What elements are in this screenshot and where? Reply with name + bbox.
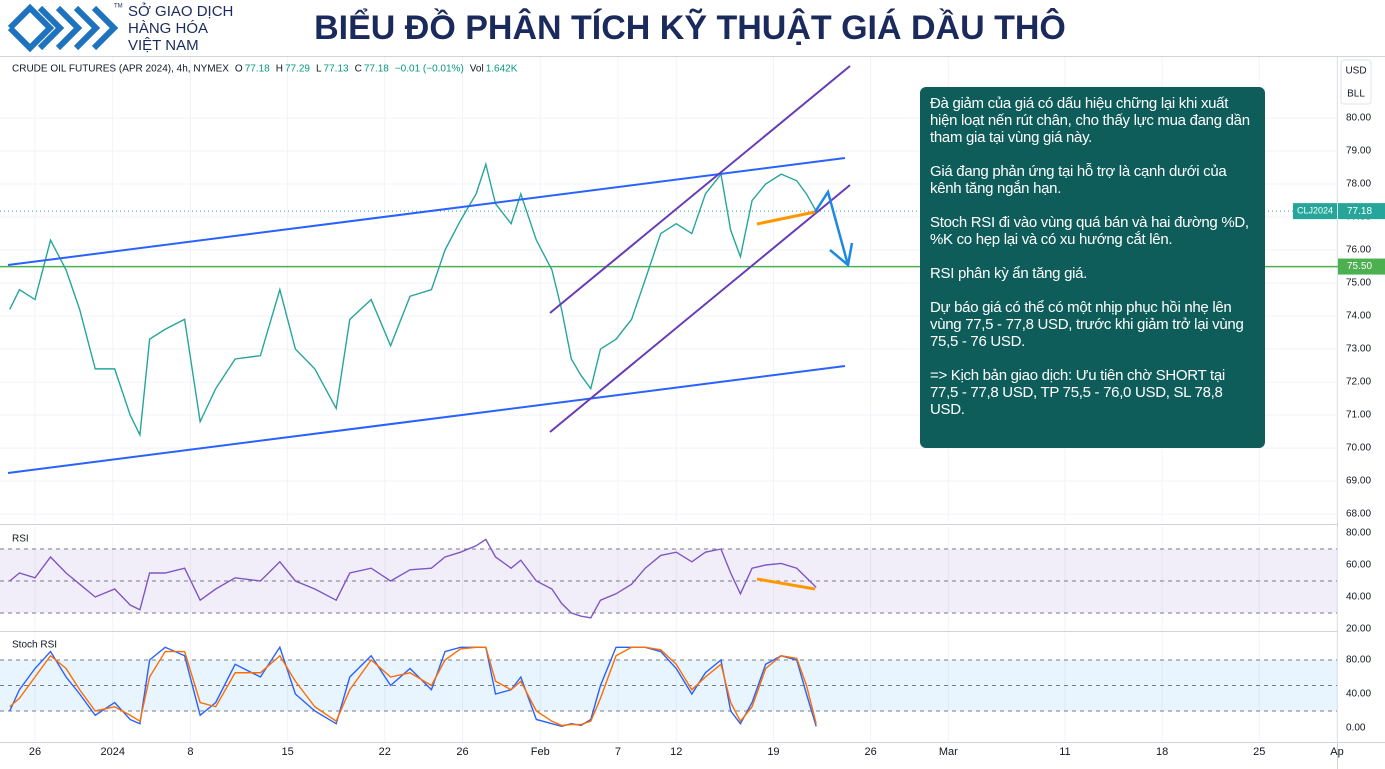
x-tick-label: 19	[767, 746, 779, 758]
x-tick-label: Ap	[1330, 746, 1343, 758]
x-tick-label: 26	[456, 746, 468, 758]
y-tick-label: 40.00	[1346, 592, 1371, 603]
x-tick-label: 25	[1253, 746, 1265, 758]
note-paragraph: Đà giảm của giá có dấu hiệu chững lại kh…	[930, 95, 1250, 146]
trademark: TM	[114, 4, 123, 10]
y-tick-label: 20.00	[1346, 624, 1371, 635]
logo-text: VIỆT NAM	[128, 37, 199, 54]
quote-value: 77.13	[324, 64, 349, 75]
logo-text: HÀNG HÓA	[128, 20, 208, 37]
unit: BLL	[1347, 89, 1365, 100]
quote-name: O	[235, 64, 243, 75]
logo-text: SỞ GIAO DỊCH	[128, 2, 233, 20]
volume-value: 1.642K	[486, 64, 518, 75]
y-tick-label: 0.00	[1346, 723, 1366, 734]
quote-name: L	[316, 64, 322, 75]
x-tick-label: 11	[1059, 746, 1070, 758]
y-tick-label: 74.00	[1346, 311, 1371, 322]
symbol-tag	[1293, 203, 1337, 220]
note-paragraph: Dự báo giá có thể có một nhịp phục hồi n…	[930, 299, 1244, 350]
y-tick-label: 80.00	[1346, 113, 1371, 124]
y-tick-label: 76.00	[1346, 245, 1371, 256]
quote-value: 77.18	[364, 64, 389, 75]
note-paragraph: Giá đang phản ứng tại hỗ trợ là cạnh dướ…	[930, 163, 1227, 197]
pane-title: Stoch RSI	[12, 640, 57, 651]
y-tick-label: 60.00	[1346, 560, 1371, 571]
quote-name: H	[276, 64, 283, 75]
currency-box	[1340, 59, 1372, 105]
symbol-tag-label: CLJ2024	[1297, 205, 1333, 215]
y-tick-label: 68.00	[1346, 509, 1371, 520]
y-tick-label: 73.00	[1346, 344, 1371, 355]
analysis-note: Đà giảm của giá có dấu hiệu chững lại kh…	[920, 87, 1265, 448]
price-tag-label: 77.18	[1347, 206, 1372, 217]
trend-drawings	[7, 65, 854, 591]
y-tick-label: 79.00	[1346, 146, 1371, 157]
pane-title: RSI	[12, 534, 29, 545]
quote-change: −0.01 (−0.01%)	[395, 64, 464, 75]
note-paragraph: RSI phân kỳ ẩn tăng giá.	[930, 265, 1088, 282]
quote-value: 77.18	[245, 64, 270, 75]
page-title: BIỂU ĐỒ PHÂN TÍCH KỸ THUẬT GIÁ DẦU THÔ	[314, 8, 1066, 47]
x-tick-label: 15	[281, 746, 293, 758]
note-paragraph: Stoch RSI đi vào vùng quá bán và hai đườ…	[930, 214, 1249, 248]
y-tick-label: 78.00	[1346, 179, 1371, 190]
y-tick-label: 40.00	[1346, 689, 1371, 700]
pane-title: CRUDE OIL FUTURES (APR 2024), 4h, NYMEX	[12, 64, 229, 75]
y-tick-label: 80.00	[1346, 528, 1371, 539]
price-tag	[1338, 258, 1385, 275]
x-tick-label: 26	[29, 746, 41, 758]
y-tick-label: 72.00	[1346, 377, 1371, 388]
y-tick-label: 75.00	[1346, 278, 1371, 289]
volume-name: Vol	[470, 64, 484, 75]
series-line	[9, 161, 817, 438]
price-tag-label: 75.50	[1347, 261, 1372, 272]
x-tick-label: 7	[615, 746, 621, 758]
x-tick-label: 2024	[100, 746, 124, 758]
logo-icon	[7, 3, 119, 53]
y-tick-label: 69.00	[1346, 476, 1371, 487]
series-line	[9, 538, 817, 619]
quote-value: 77.29	[285, 64, 310, 75]
series-line	[9, 646, 817, 727]
y-tick-label: 80.00	[1346, 655, 1371, 666]
x-tick-label: 18	[1156, 746, 1168, 758]
x-tick-label: 22	[379, 746, 391, 758]
x-tick-label: 12	[670, 746, 682, 758]
currency: USD	[1345, 66, 1366, 77]
x-tick-label: Feb	[531, 746, 550, 758]
note-paragraph: => Kịch bản giao dịch: Ưu tiên chờ SHORT…	[930, 367, 1225, 418]
x-tick-label: 8	[187, 746, 193, 758]
price-tag	[1338, 203, 1385, 220]
x-tick-label: Mar	[939, 746, 958, 758]
x-tick-label: 26	[864, 746, 876, 758]
y-tick-label: 71.00	[1346, 410, 1371, 421]
quote-name: C	[355, 64, 362, 75]
y-tick-label: 70.00	[1346, 443, 1371, 454]
